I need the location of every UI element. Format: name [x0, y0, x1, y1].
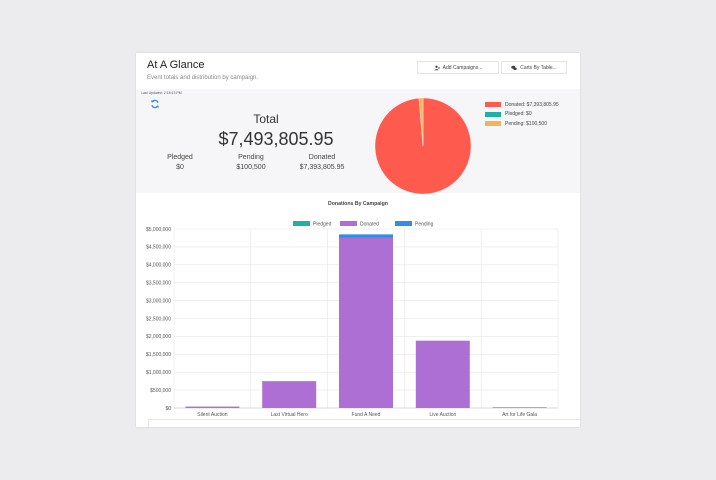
donated-stat: Donated $7,393,805.95	[282, 153, 362, 173]
pie-slice-pending[interactable]	[418, 97, 424, 147]
page-title: At A Glance	[147, 59, 205, 71]
pie-legend-item-donated[interactable]: Donated: $7,393,805.95	[485, 100, 559, 110]
carts-by-table-button[interactable]: Carts By Table...	[501, 61, 567, 74]
y-tick-label: $1,500,000	[146, 352, 171, 358]
pledged-value: $0	[176, 164, 184, 171]
legend-swatch-pledged	[485, 111, 501, 117]
bar-donated-3[interactable]	[339, 237, 393, 408]
pie-legend-item-pending[interactable]: Pending: $100,500	[485, 119, 559, 129]
x-tick-label: Silent Auction	[197, 412, 228, 418]
x-tick-label: Live Auction	[429, 412, 456, 418]
y-tick-label: $4,000,000	[146, 263, 171, 269]
total-label: Total	[253, 112, 279, 126]
add-campaigns-button[interactable]: Add Campaigns...	[417, 61, 499, 74]
pie-legend-item-pledged[interactable]: Pledged: $0	[485, 110, 559, 120]
add-campaigns-label: Add Campaigns...	[442, 64, 483, 71]
pie-legend: Donated: $7,393,805.95 Pledged: $0 Pendi…	[485, 100, 559, 129]
total-value: $7,493,805.95	[218, 129, 334, 149]
bar-pending-3[interactable]	[339, 234, 393, 238]
bar-donated-1[interactable]	[185, 406, 240, 408]
y-tick-label: $1,000,000	[146, 370, 171, 376]
y-tick-label: $5,000,000	[146, 227, 171, 233]
pending-label: Pending	[238, 154, 264, 161]
x-tick-label: Art for Life Gala	[502, 412, 537, 418]
chart-legend-label-pending: Pending	[415, 222, 434, 228]
chart-legend-label-pledged: Pledged	[313, 222, 332, 228]
add-user-icon	[434, 65, 440, 70]
y-tick-label: $3,000,000	[146, 298, 171, 304]
y-tick-label: $500,000	[150, 388, 171, 394]
donated-value: $7,393,805.95	[299, 164, 345, 171]
carts-by-table-label: Carts By Table...	[520, 64, 557, 71]
page-subtitle: Event totals and distribution by campaig…	[147, 75, 259, 81]
bar-donated-2[interactable]	[262, 381, 317, 408]
chart-legend-label-donated: Donated	[360, 222, 379, 228]
next-section-edge	[148, 419, 580, 427]
pending-stat: Pending $100,500	[211, 153, 291, 173]
pending-value: $100,500	[236, 164, 266, 171]
legend-swatch-donated	[485, 102, 501, 108]
bar-chart-svg: Donations By Campaign Pledged Donated Pendi…	[146, 201, 559, 418]
legend-label-donated: Donated: $7,393,805.95	[505, 101, 559, 108]
x-tick-label: Fund A Need	[352, 412, 381, 418]
y-tick-label: $2,500,000	[146, 316, 171, 322]
distribution-pie-chart	[374, 97, 472, 195]
pledged-stat: Pledged $0	[140, 153, 220, 173]
bar-donated-5[interactable]	[492, 407, 547, 408]
chart-legend-swatch-pledged[interactable]	[293, 221, 310, 226]
card-header: At A Glance Event totals and distributio…	[136, 53, 580, 89]
summary-panel: Last Updated: 2:18:13 PM Total $7,493,80…	[136, 89, 580, 195]
chart-legend-swatch-pending[interactable]	[395, 221, 412, 226]
donations-by-campaign-chart: Donations By Campaign Pledged Donated Pendi…	[136, 193, 580, 427]
y-tick-label: $4,500,000	[146, 245, 171, 251]
refresh-icon[interactable]	[150, 99, 160, 109]
x-tick-label: Last Virtual Hero	[271, 412, 308, 418]
at-a-glance-card: At A Glance Event totals and distributio…	[136, 53, 580, 427]
donated-label: Donated	[308, 154, 336, 161]
chart-legend-swatch-donated[interactable]	[340, 221, 357, 226]
bar-donated-4[interactable]	[415, 340, 470, 408]
chat-icon	[511, 65, 517, 70]
pledged-label: Pledged	[167, 154, 193, 161]
last-updated-text: Last Updated: 2:18:13 PM	[141, 91, 182, 95]
y-tick-label: $3,500,000	[146, 281, 171, 287]
y-tick-label: $2,000,000	[146, 334, 171, 340]
y-tick-label: $0	[165, 406, 171, 412]
legend-swatch-pending	[485, 121, 501, 127]
legend-label-pledged: Pledged: $0	[505, 111, 532, 118]
legend-label-pending: Pending: $100,500	[505, 120, 547, 127]
chart-title: Donations By Campaign	[328, 201, 388, 207]
